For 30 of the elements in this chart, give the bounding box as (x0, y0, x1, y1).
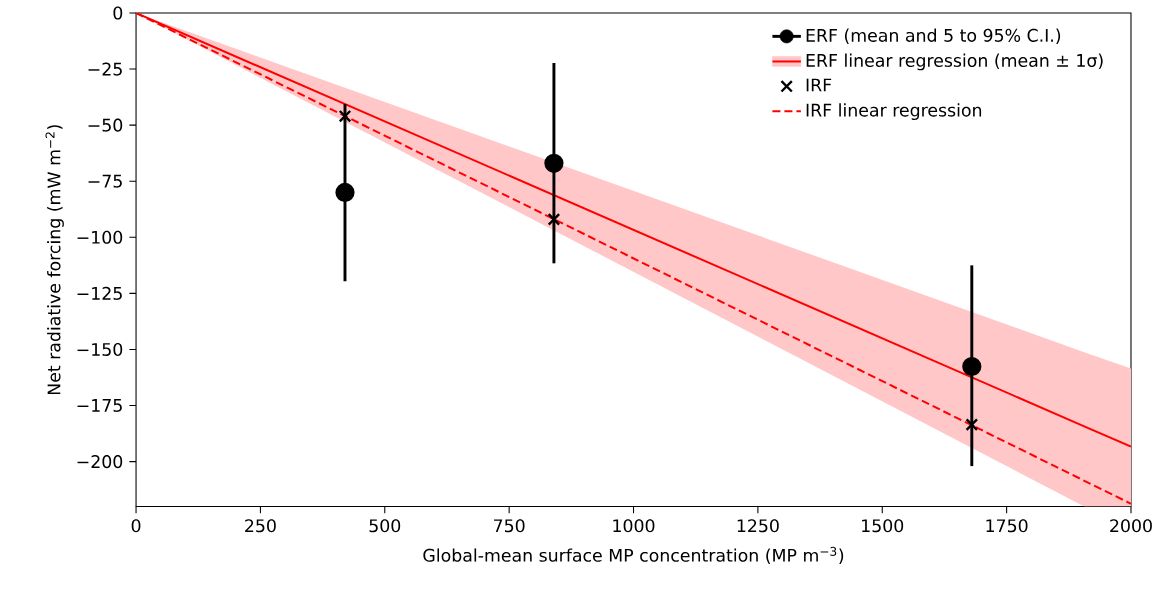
y-tick-label: −150 (77, 342, 123, 356)
x-tick-label: 500 (369, 518, 401, 533)
point (338, 109, 352, 123)
x-tick-label: 1250 (737, 518, 779, 533)
y-axis-title: Net radiative forcing (mW m$^{−2}$) (45, 124, 64, 394)
point (335, 182, 355, 202)
x-tick-label: 1750 (986, 518, 1028, 533)
point (962, 356, 982, 376)
y-tick-label: −100 (77, 230, 123, 244)
x-tick-label: 2000 (1110, 518, 1152, 533)
x-axis-title: Global-mean surface MP concentration (MP m$^{−3}$) (423, 546, 844, 564)
legend-label: IRF linear regression (806, 103, 982, 120)
y-tick-label: −25 (88, 62, 122, 76)
x-tick-label: 1500 (862, 518, 904, 533)
y-tick-label: −175 (77, 398, 122, 412)
legend-label: ERF (mean and 5 to 95% C.I.) (806, 28, 1061, 44)
x-tick-label: 250 (245, 518, 276, 533)
point (544, 153, 564, 173)
legend-label: IRF (806, 78, 832, 92)
x-tick-label: 1000 (613, 518, 655, 533)
legend-label: ERF linear regression (mean ± 1σ) (806, 53, 1103, 71)
y-tick-label: −50 (88, 118, 123, 132)
y-tick-label: −75 (88, 174, 122, 188)
y-tick-label: −125 (77, 286, 122, 300)
y-tick-label: −200 (77, 454, 123, 468)
point (965, 417, 979, 431)
point (547, 212, 561, 226)
x-tick-label: 750 (494, 518, 525, 533)
y-tick-label: 0 (113, 6, 123, 20)
x-tick-label: 0 (131, 518, 141, 533)
